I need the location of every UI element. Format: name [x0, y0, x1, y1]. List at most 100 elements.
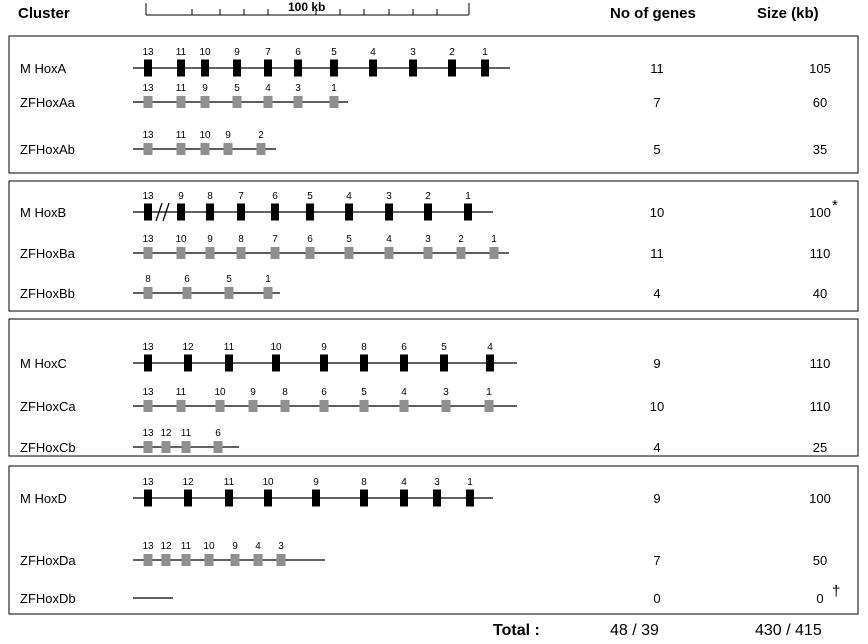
- gene-box: [481, 59, 489, 77]
- gene-number: 5: [346, 234, 352, 245]
- gene-box: [271, 203, 279, 221]
- cluster-label: ZFHoxAa: [20, 95, 76, 110]
- cluster-size: 100: [809, 205, 831, 220]
- gene-box: [253, 554, 263, 566]
- gene-box: [143, 400, 153, 412]
- gene-number: 11: [176, 387, 187, 398]
- gene-count: 4: [653, 286, 660, 301]
- gene-count: 0: [653, 591, 660, 606]
- gene-number: 9: [207, 234, 213, 245]
- gene-box: [276, 554, 286, 566]
- cluster-label: ZFHoxBb: [20, 286, 75, 301]
- gene-number: 1: [491, 234, 497, 245]
- gene-number: 3: [443, 387, 449, 398]
- gene-box: [319, 400, 329, 412]
- gene-box: [424, 203, 432, 221]
- gene-number: 9: [225, 130, 231, 141]
- gene-number: 6: [215, 428, 221, 439]
- cluster-row: ZFHoxCb 13 12 11 6 4 25: [20, 428, 827, 455]
- scale-label: 100 kb: [288, 0, 325, 14]
- gene-box: [143, 554, 153, 566]
- gene-number: 9: [232, 541, 238, 552]
- gene-box: [144, 59, 152, 77]
- gene-count: 4: [653, 440, 660, 455]
- gene-number: 3: [425, 234, 431, 245]
- gene-box: [263, 287, 273, 299]
- panel-border: [8, 180, 859, 312]
- gene-box: [385, 203, 393, 221]
- gene-number: 1: [482, 47, 488, 58]
- cluster-size: 35: [813, 142, 827, 157]
- panel-border: [8, 35, 859, 174]
- gene-box: [329, 96, 339, 108]
- gene-number: 2: [449, 47, 455, 58]
- cluster-row: M HoxD 13 12 11 10 9 8 4 3 1 9 100: [20, 477, 831, 507]
- gene-count: 11: [650, 246, 664, 261]
- gene-number: 6: [321, 387, 327, 398]
- gene-box: [184, 354, 192, 372]
- gene-number: 12: [160, 541, 172, 552]
- gene-box: [237, 203, 245, 221]
- gene-box: [293, 96, 303, 108]
- gene-number: 5: [441, 342, 447, 353]
- gene-number: 1: [467, 477, 473, 488]
- total-genes: 48 / 39: [610, 622, 659, 639]
- gene-number: 5: [361, 387, 367, 398]
- gene-box: [181, 441, 191, 453]
- gene-box: [264, 489, 272, 507]
- gene-number: 12: [182, 342, 194, 353]
- gene-number: 13: [142, 130, 154, 141]
- gene-number: 9: [313, 477, 319, 488]
- cluster-size: 110: [810, 399, 831, 414]
- cluster-label: ZFHoxAb: [20, 142, 75, 157]
- gene-box: [272, 354, 280, 372]
- gene-number: 3: [410, 47, 416, 58]
- gene-box: [182, 287, 192, 299]
- gene-box: [384, 247, 394, 259]
- gene-box: [270, 247, 280, 259]
- cluster-row: ZFHoxAb 13 11 10 9 2 5 35: [20, 130, 827, 157]
- gene-number: 13: [142, 477, 154, 488]
- gene-box: [233, 59, 241, 77]
- gene-box: [232, 96, 242, 108]
- size-footnote-mark: †: [832, 583, 840, 600]
- gene-box: [176, 96, 186, 108]
- gene-box: [248, 400, 258, 412]
- gene-number: 10: [262, 477, 274, 488]
- gene-number: 6: [184, 274, 190, 285]
- gene-box: [176, 143, 186, 155]
- cluster-row: ZFHoxDb 0 0 †: [20, 583, 840, 606]
- gene-number: 13: [142, 541, 154, 552]
- gene-number: 6: [295, 47, 301, 58]
- gene-number: 3: [295, 83, 301, 94]
- cluster-size: 110: [810, 246, 831, 261]
- gene-box: [143, 441, 153, 453]
- panel-border: [8, 465, 859, 615]
- gene-box: [225, 354, 233, 372]
- gene-number: 11: [176, 47, 187, 58]
- gene-number: 13: [142, 83, 154, 94]
- gene-box: [206, 203, 214, 221]
- gene-number: 7: [272, 234, 278, 245]
- gene-number: 5: [307, 191, 313, 202]
- gene-box: [201, 59, 209, 77]
- cluster-size: 40: [813, 286, 827, 301]
- total-size: 430 / 415: [755, 622, 822, 639]
- gene-number: 8: [282, 387, 288, 398]
- gene-number: 10: [214, 387, 226, 398]
- gene-box: [205, 247, 215, 259]
- gene-number: 12: [160, 428, 172, 439]
- break-mark: [162, 202, 170, 222]
- gene-box: [369, 59, 377, 77]
- gene-number: 3: [278, 541, 284, 552]
- gene-number: 1: [486, 387, 492, 398]
- gene-box: [144, 489, 152, 507]
- gene-box: [344, 247, 354, 259]
- gene-number: 10: [203, 541, 215, 552]
- gene-count: 9: [653, 356, 660, 371]
- gene-box: [200, 96, 210, 108]
- cluster-label: ZFHoxCb: [20, 440, 76, 455]
- gene-number: 4: [386, 234, 392, 245]
